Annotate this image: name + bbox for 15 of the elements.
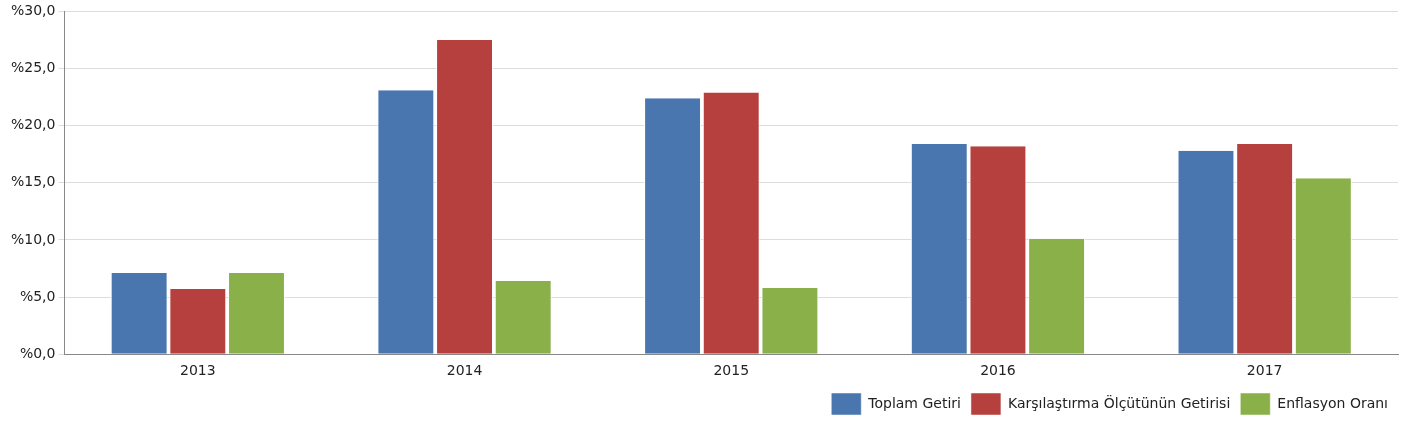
y-tick-label: %25,0 [10,59,56,76]
x-tick-label: 2014 [446,362,483,379]
x-tick-label: 2017 [1246,362,1283,379]
y-tick-label: %15,0 [10,173,56,190]
y-tick-label: %0,0 [19,344,56,361]
y-tick-label: %20,0 [10,116,56,133]
y-tick-label: %10,0 [10,230,56,247]
x-tick-label: 2016 [980,362,1016,379]
x-tick-label: 2013 [180,362,216,379]
legend-label: Enflasyon Oranı [1277,394,1388,411]
legend-label: Karşılaştırma Ölçütünün Getirisi [1007,393,1231,411]
y-tick-label: %5,0 [19,287,56,304]
legend-label: Toplam Getiri [867,394,961,411]
y-tick-label: %30,0 [10,2,56,19]
x-tick-label: 2015 [713,362,750,379]
